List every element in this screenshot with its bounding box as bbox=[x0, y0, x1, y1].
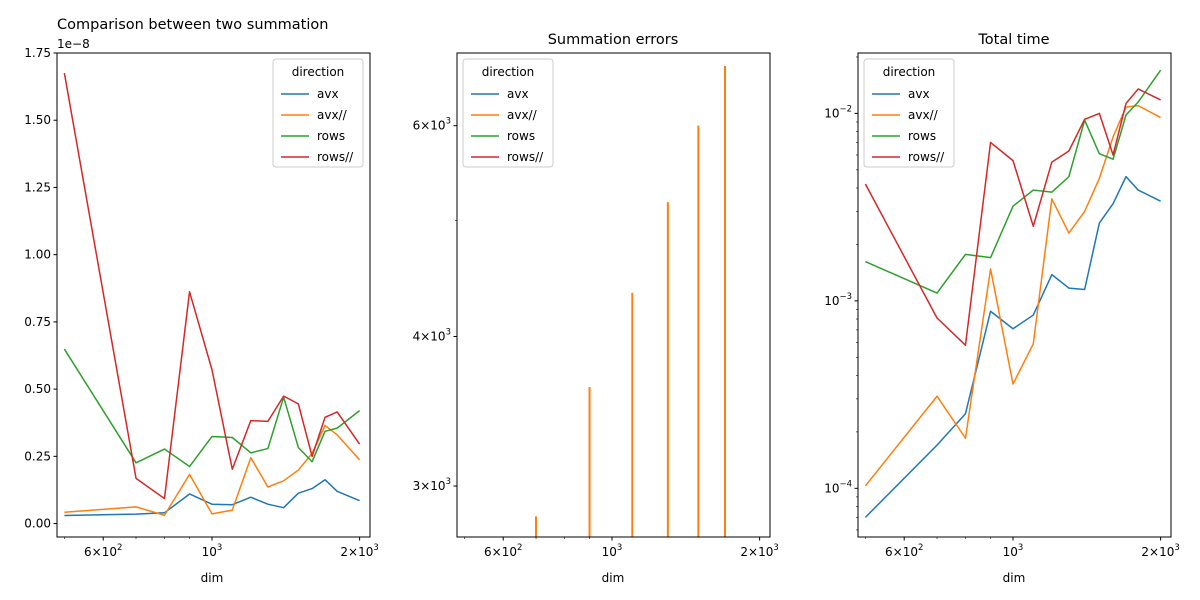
legend-title: direction bbox=[883, 65, 936, 79]
x-tick-label: 2×103 bbox=[1141, 543, 1179, 559]
y-tick-label: 10−3 bbox=[824, 292, 852, 308]
axes-frame bbox=[857, 52, 1172, 538]
x-tick-label: 6×102 bbox=[885, 543, 923, 559]
legend-entry-label: avx bbox=[908, 87, 930, 101]
series-line-rows bbox=[63, 348, 361, 468]
legend-entry-label: avx bbox=[507, 87, 529, 101]
legend-entry-label: avx// bbox=[908, 108, 939, 122]
x-tick-label: 6×102 bbox=[484, 543, 522, 559]
y-tick-label: 1.25 bbox=[24, 180, 51, 194]
legend-entry-label: rows bbox=[317, 129, 345, 143]
legend-entry-label: avx// bbox=[507, 108, 538, 122]
legend: direction avx avx// rows rows// bbox=[272, 58, 364, 168]
y-tick-label: 0.50 bbox=[24, 382, 51, 396]
series-line-avx bbox=[864, 175, 1161, 518]
x-axis-label: dim bbox=[602, 571, 625, 585]
y-tick-label: 0.25 bbox=[24, 449, 51, 463]
axes-frame bbox=[56, 52, 371, 538]
x-tick-label: 103 bbox=[1003, 543, 1024, 559]
series-line-rows bbox=[865, 69, 1162, 294]
x-tick-label: 2×103 bbox=[340, 543, 378, 559]
series-line-avxpp bbox=[64, 424, 361, 516]
panel-summation-errors-chart: Summation errors dim 6×102 103 2×103 3×103 4… bbox=[413, 32, 779, 585]
x-tick-label: 103 bbox=[602, 543, 623, 559]
series-line-rowspp bbox=[864, 88, 1161, 346]
y-tick-label: 1.50 bbox=[24, 113, 51, 127]
legend-frame bbox=[462, 58, 554, 168]
legend-entry-label: avx bbox=[317, 87, 339, 101]
y-tick-label: 10−2 bbox=[824, 104, 852, 120]
plot-area bbox=[535, 65, 726, 537]
legend-frame bbox=[863, 58, 955, 168]
chart-title: Comparison between two summation bbox=[57, 17, 328, 33]
legend-entry-label: rows bbox=[507, 129, 535, 143]
y-tick-label: 0.00 bbox=[24, 517, 51, 531]
y-tick-label: 0.75 bbox=[24, 315, 51, 329]
series-line-rowspp bbox=[63, 73, 361, 500]
legend-entry-label: rows bbox=[908, 129, 936, 143]
plot-area bbox=[864, 69, 1162, 518]
legend-entry-label: avx// bbox=[317, 108, 348, 122]
y-tick-label: 6×103 bbox=[413, 117, 451, 133]
panel-comparison-chart: Comparison between two summation 1e−8 di… bbox=[24, 17, 379, 585]
y-tick-label: 4×103 bbox=[413, 327, 451, 343]
y-tick-label: 1.75 bbox=[24, 46, 51, 60]
y-tick-label: 10−4 bbox=[824, 479, 852, 495]
y-tick-label: 3×103 bbox=[413, 477, 451, 493]
legend-entry-label: rows// bbox=[317, 150, 354, 164]
chart-title: Summation errors bbox=[548, 32, 679, 48]
x-axis-label: dim bbox=[1003, 571, 1026, 585]
legend: direction avx avx// rows rows// bbox=[863, 58, 955, 168]
x-axis-label: dim bbox=[201, 571, 224, 585]
plot-area bbox=[63, 73, 361, 517]
legend-title: direction bbox=[482, 65, 535, 79]
legend-title: direction bbox=[292, 65, 345, 79]
panel-total-time-chart: Total time dim 6×102 103 2×103 10−4 10−3 10−2… bbox=[824, 32, 1180, 585]
chart-title: Total time bbox=[977, 32, 1049, 48]
x-tick-label: 2×103 bbox=[740, 543, 778, 559]
legend: direction avx avx// rows rows// bbox=[462, 58, 554, 168]
legend-entry-label: rows// bbox=[507, 150, 544, 164]
x-tick-label: 6×102 bbox=[84, 543, 122, 559]
axes-frame bbox=[456, 52, 771, 538]
y-multiplier-label: 1e−8 bbox=[57, 37, 90, 51]
x-tick-label: 103 bbox=[202, 543, 223, 559]
y-tick-label: 1.00 bbox=[24, 248, 51, 262]
legend-entry-label: rows// bbox=[908, 150, 945, 164]
legend-frame bbox=[272, 58, 364, 168]
